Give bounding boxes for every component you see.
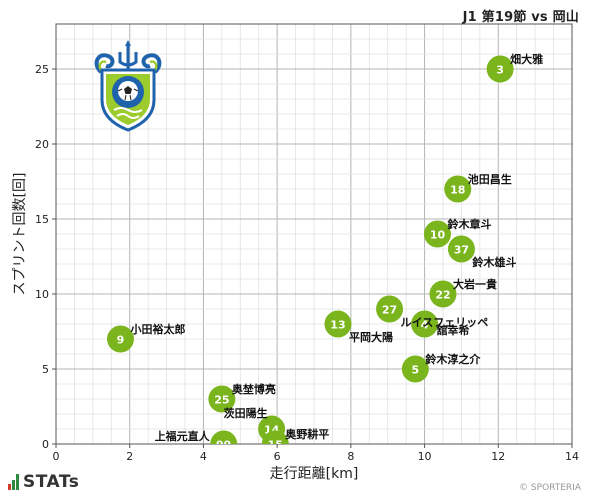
x-tick-label: 14 (565, 450, 579, 463)
player-number-label: 15 (268, 439, 283, 452)
player-name-label: 池田昌生 (468, 172, 512, 186)
player-name-label: 小田裕太郎 (130, 322, 186, 336)
grid-lines (55, 23, 573, 445)
player-point (401, 355, 429, 383)
player-name-label: 奥埜博亮 (231, 382, 276, 396)
player-point (411, 310, 439, 338)
x-tick-label: 10 (418, 450, 432, 463)
player-number-label: 27 (382, 304, 397, 317)
player-number-label: 10 (430, 229, 446, 242)
player-point (486, 55, 514, 83)
y-tick-label: 5 (42, 363, 49, 376)
stats-brand-text: STATs (23, 472, 80, 492)
stats-logo: STATs (8, 472, 79, 492)
player-point (107, 325, 134, 353)
x-axis-label: 走行距離[km] (270, 465, 359, 482)
player-number-label: 13 (330, 319, 345, 332)
shonan-bellmare-crest (94, 40, 162, 132)
player-name-label: 鈴木淳之介 (425, 352, 481, 366)
y-tick-label: 25 (35, 63, 49, 76)
player-number-label: 18 (450, 184, 465, 197)
player-number-label: 5 (412, 364, 420, 377)
player-number-label: 4 (421, 319, 429, 332)
y-tick-label: 20 (35, 138, 49, 151)
player-name-label: ルイスフェリッペ (401, 316, 489, 329)
player-number-label: 9 (117, 334, 125, 347)
chart-header-title: J1 第19節 vs 岡山 (462, 10, 579, 25)
copyright-credit: © SPORTERIA (519, 483, 581, 493)
player-number-label: 3 (496, 64, 504, 77)
player-name-label: 上福元直人 (155, 429, 211, 443)
player-point (429, 280, 457, 308)
player-point (423, 220, 451, 248)
player-number-label: 22 (435, 289, 450, 302)
y-tick-label: 10 (35, 288, 49, 301)
player-point (324, 310, 352, 338)
player-name-label: 舘幸希 (436, 323, 470, 337)
player-name-label: 茨田陽生 (224, 406, 268, 420)
player-name-label: 鈴木雄斗 (472, 255, 516, 269)
x-tick-label: 12 (491, 450, 505, 463)
player-point (444, 175, 472, 203)
player-name-label: 鈴木章斗 (447, 217, 491, 231)
player-point (208, 385, 236, 413)
axis-ticks: 0 2 4 6 8 10 12 14 0 5 10 15 20 25 (35, 63, 579, 463)
stats-bars-icon (8, 474, 19, 490)
x-tick-label: 2 (126, 450, 133, 463)
x-tick-label: 4 (200, 450, 207, 463)
player-point (210, 430, 238, 444)
x-tick-label: 8 (347, 450, 354, 463)
x-tick-label: 0 (53, 450, 60, 463)
player-point (447, 235, 475, 263)
player-number-label: 99 (216, 439, 231, 452)
player-name-label: 大岩一貴 (453, 277, 497, 291)
player-number-label: 37 (454, 244, 469, 257)
x-tick-label: 6 (274, 450, 281, 463)
y-tick-label: 15 (35, 213, 49, 226)
player-name-label: 平岡大陽 (349, 330, 393, 344)
player-name-label: 奥野耕平 (284, 427, 329, 441)
y-tick-label: 0 (42, 438, 49, 451)
player-number-label: 25 (214, 394, 229, 407)
y-axis-label: スプリント回数[回] (12, 173, 28, 296)
player-name-label: 畑大雅 (510, 52, 543, 66)
plot-frame (55, 23, 573, 445)
player-point (376, 295, 404, 323)
player-point (261, 430, 289, 444)
